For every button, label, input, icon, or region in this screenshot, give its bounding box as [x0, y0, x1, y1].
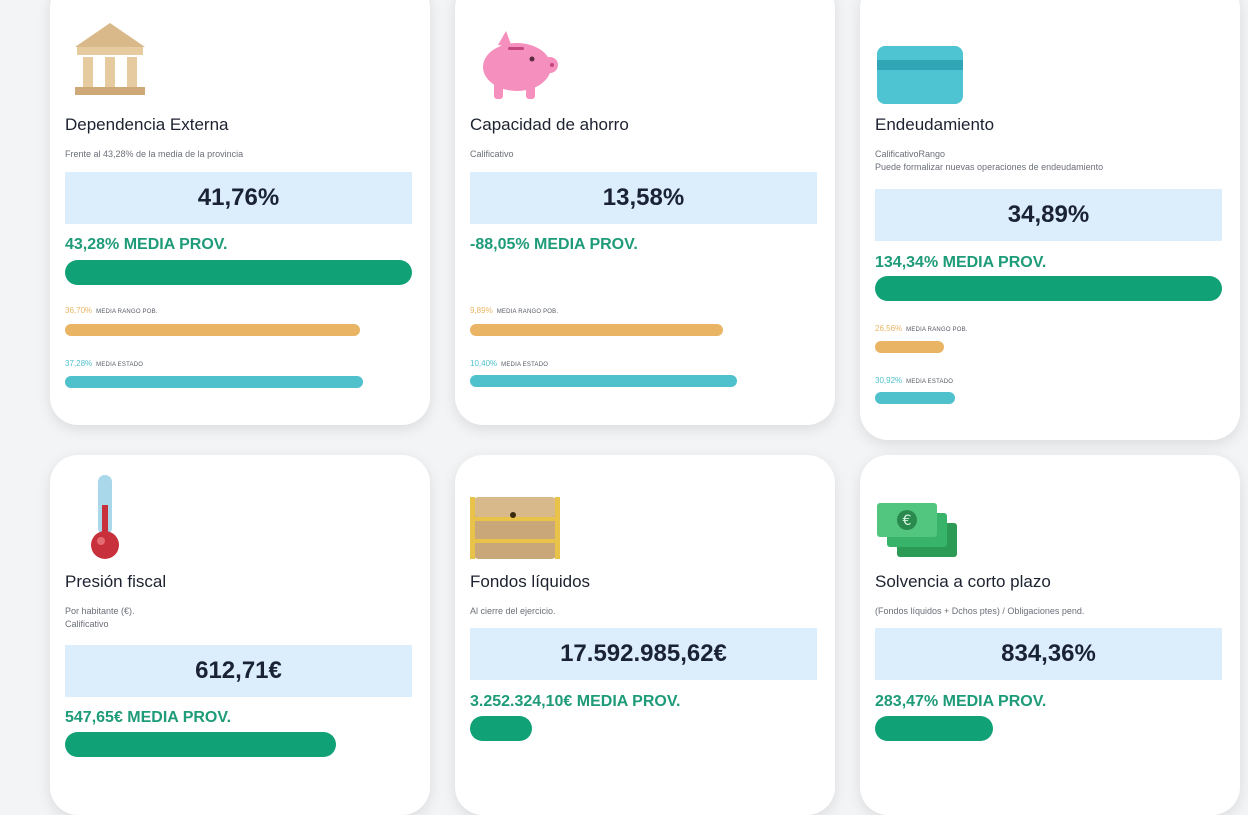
card-subtitle-line2: Puede formalizar nuevas operaciones de e… [875, 162, 1104, 172]
card-presion-fiscal: Presión fiscal Por habitante (€). Califi… [50, 455, 430, 815]
media-estado-label: 37,28% MEDIA ESTADO [65, 359, 143, 368]
media-estado-value: 30,92% [875, 376, 903, 385]
media-rango-value: 26,56% [875, 324, 903, 333]
media-estado-text: MEDIA ESTADO [501, 362, 549, 368]
media-estado-bar [470, 375, 737, 387]
media-prov-bar [65, 732, 336, 757]
media-prov-label: 134,34% MEDIA PROV. [875, 254, 1047, 271]
media-estado-bar [875, 392, 955, 404]
media-estado-value: 10,40% [470, 359, 498, 368]
media-prov-label: -88,05% MEDIA PROV. [470, 236, 638, 253]
media-rango-bar [875, 341, 944, 353]
media-estado-bar [65, 376, 363, 388]
media-rango-label: 9,89% MEDIA RANGO POB. [470, 306, 558, 315]
media-prov-label: 3.252.324,10€ MEDIA PROV. [470, 693, 681, 710]
banknotes-euro-icon: € [877, 503, 957, 557]
media-prov-bar [65, 260, 412, 285]
thermometer-icon [91, 475, 119, 559]
media-estado-label: 30,92% MEDIA ESTADO [875, 376, 953, 385]
media-rango-text: MEDIA RANGO POB. [96, 309, 158, 315]
card-subtitle-line2: Calificativo [65, 619, 109, 629]
value-box: 34,89% [875, 189, 1222, 241]
credit-card-icon [877, 46, 963, 104]
card-subtitle: Calificativo [470, 149, 514, 159]
media-rango-label: 36,70% MEDIA RANGO POB. [65, 306, 158, 315]
card-title: Solvencia a corto plazo [875, 572, 1051, 591]
card-subtitle: Al cierre del ejercicio. [470, 606, 556, 616]
media-estado-value: 37,28% [65, 359, 93, 368]
piggy-bank-icon [483, 31, 558, 99]
media-rango-bar [470, 324, 723, 336]
card-subtitle-line1: CalificativoRango [875, 149, 946, 159]
svg-text:€: € [903, 513, 912, 529]
card-title: Fondos líquidos [470, 572, 591, 591]
value-box: 41,76% [65, 172, 412, 224]
media-rango-label: 26,56% MEDIA RANGO POB. [875, 324, 968, 333]
card-solvencia-corto-plazo: € Solvencia a corto plazo (Fondos líquid… [860, 455, 1240, 815]
value-box: 17.592.985,62€ [470, 628, 817, 680]
bank-building-icon [75, 23, 145, 95]
media-rango-bar [65, 324, 360, 336]
card-fondos-liquidos: Fondos líquidos Al cierre del ejercicio.… [455, 455, 835, 815]
media-rango-text: MEDIA RANGO POB. [906, 327, 968, 333]
value-box: 834,36% [875, 628, 1222, 680]
card-dependencia-externa: Dependencia Externa Frente al 43,28% de … [50, 0, 430, 425]
card-title: Endeudamiento [875, 115, 995, 134]
media-estado-text: MEDIA ESTADO [906, 379, 954, 385]
media-rango-text: MEDIA RANGO POB. [496, 309, 559, 315]
treasure-chest-icon [470, 497, 560, 559]
media-estado-label: 10,40% MEDIA ESTADO [470, 359, 548, 368]
card-title: Capacidad de ahorro [470, 115, 629, 134]
card-capacidad-ahorro: Capacidad de ahorro Calificativo 13,58% … [455, 0, 835, 425]
media-rango-value: 9,89% [470, 306, 493, 315]
media-prov-bar [470, 716, 532, 741]
media-prov-bar [875, 716, 993, 741]
media-prov-label: 547,65€ MEDIA PROV. [65, 709, 232, 726]
value-box: 612,71€ [65, 645, 412, 697]
media-rango-value: 36,70% [65, 306, 93, 315]
media-estado-text: MEDIA ESTADO [96, 362, 144, 368]
card-subtitle: Frente al 43,28% de la media de la provi… [65, 149, 244, 159]
value-box: 13,58% [470, 172, 817, 224]
card-title: Presión fiscal [65, 572, 167, 591]
media-prov-label: 43,28% MEDIA PROV. [65, 236, 228, 253]
media-prov-label: 283,47% MEDIA PROV. [875, 693, 1047, 710]
card-endeudamiento: Endeudamiento CalificativoRango Puede fo… [860, 0, 1240, 440]
card-subtitle: (Fondos líquidos + Dchos ptes) / Obligac… [875, 606, 1085, 616]
media-prov-bar [875, 276, 1222, 301]
card-title: Dependencia Externa [65, 115, 229, 134]
card-subtitle-line1: Por habitante (€). [65, 606, 135, 616]
